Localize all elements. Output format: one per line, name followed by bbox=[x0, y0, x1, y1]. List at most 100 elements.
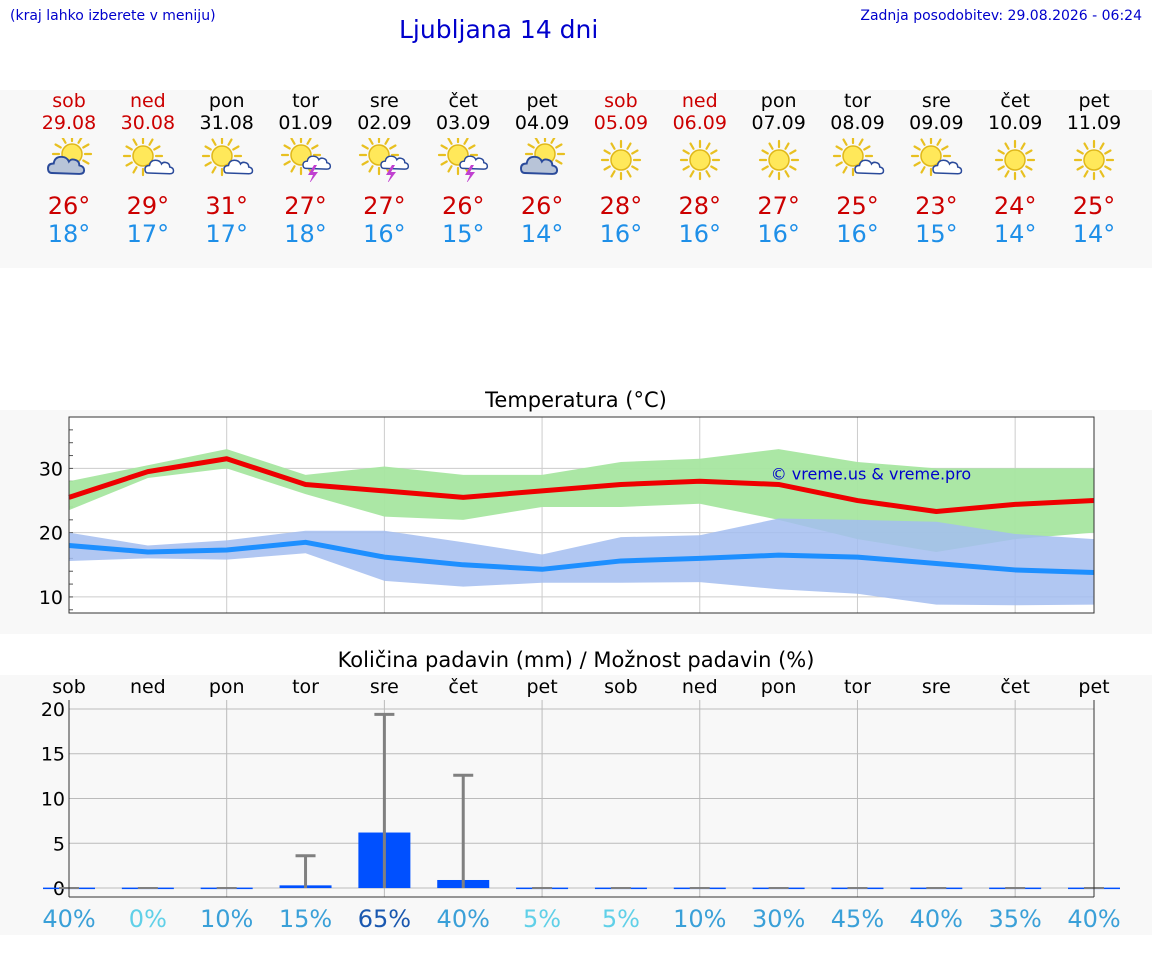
precip-probability-label: 30% bbox=[752, 905, 805, 933]
sun-cloud-thunder-icon bbox=[359, 138, 410, 182]
temp-min: 14° bbox=[1072, 220, 1116, 248]
day-column: tor 01.09 27° 18° bbox=[266, 90, 346, 248]
precip-day-label: pet bbox=[526, 676, 557, 698]
precip-probability-label: 0% bbox=[129, 905, 167, 933]
sun-icon bbox=[995, 139, 1036, 181]
day-date: 07.09 bbox=[751, 112, 806, 134]
precip-day-label: pon bbox=[761, 676, 797, 698]
temp-max: 26° bbox=[47, 192, 91, 220]
watermark: © vreme.us & vreme.pro bbox=[771, 464, 972, 483]
day-column: sob 05.09 28° 16° bbox=[581, 90, 661, 248]
day-date: 11.09 bbox=[1066, 112, 1122, 134]
sun-small-cloud-icon bbox=[911, 138, 963, 177]
forecast-strip-background bbox=[0, 90, 1152, 268]
day-name: sre bbox=[369, 90, 399, 112]
cloud-shape bbox=[47, 155, 86, 175]
y-tick-label: 15 bbox=[41, 744, 65, 766]
day-date: 10.09 bbox=[987, 112, 1043, 134]
day-column: čet 03.09 26° 15° bbox=[423, 90, 503, 248]
temperature-chart: 10 20 30 © vreme.us & vreme.pro bbox=[39, 416, 1095, 614]
temp-min: 17° bbox=[126, 220, 170, 248]
day-column: čet 10.09 24° 14° bbox=[975, 90, 1055, 248]
y-tick-label: 10 bbox=[39, 587, 63, 609]
day-column: pon 31.08 31° 17° bbox=[187, 90, 267, 248]
temp-min: 16° bbox=[363, 220, 406, 248]
day-column: pet 11.09 25° 14° bbox=[1054, 90, 1134, 248]
temp-min: 16° bbox=[757, 220, 800, 248]
day-date: 31.08 bbox=[199, 112, 254, 134]
sun-cloud-thunder-icon bbox=[438, 138, 489, 182]
cloud-shape bbox=[222, 159, 253, 175]
sun-shape bbox=[679, 139, 720, 181]
temp-max: 26° bbox=[520, 192, 564, 220]
precip-day-label: tor bbox=[292, 676, 319, 698]
precipitation-chart-title: Količina padavin (mm) / Možnost padavin … bbox=[337, 648, 815, 672]
precip-day-label: sob bbox=[52, 676, 86, 698]
day-name: sob bbox=[604, 90, 638, 112]
precip-probability-label: 45% bbox=[831, 905, 884, 933]
day-name: ned bbox=[129, 90, 166, 112]
temp-min: 15° bbox=[915, 220, 958, 248]
sun-small-cloud-icon bbox=[832, 138, 884, 177]
sun-icon bbox=[679, 139, 720, 181]
temp-plot-frame bbox=[68, 416, 1095, 614]
temp-max: 31° bbox=[205, 192, 248, 220]
sun-cloud-icon bbox=[520, 138, 566, 175]
precip-probability-label: 5% bbox=[523, 905, 561, 933]
day-name: pet bbox=[526, 90, 558, 112]
day-column: pon 07.09 27° 16° bbox=[739, 90, 819, 248]
day-column: sre 02.09 27° 16° bbox=[344, 90, 424, 248]
cloud-shape bbox=[380, 155, 410, 170]
temp-min: 15° bbox=[441, 220, 485, 248]
precip-probability-label: 10% bbox=[673, 905, 726, 933]
precip-probability-label: 40% bbox=[437, 905, 490, 933]
daily-forecast-strip: sob 29.08 26° 18° ned 30.08 29° 17° pon 31.08 31° 1… bbox=[0, 90, 1152, 268]
temp-max: 28° bbox=[599, 192, 643, 220]
lightning-bolt bbox=[465, 165, 476, 182]
sun-icon bbox=[758, 139, 799, 181]
day-column: sre 09.09 23° 15° bbox=[896, 90, 976, 248]
sun-shape bbox=[995, 139, 1036, 181]
day-date: 08.09 bbox=[830, 112, 885, 134]
day-date: 30.08 bbox=[120, 112, 176, 134]
sun-icon bbox=[600, 139, 642, 181]
temp-max-line bbox=[68, 456, 1095, 514]
day-column: pet 04.09 26° 14° bbox=[502, 90, 582, 248]
last-updated: Zadnja posodobitev: 29.08.2026 - 06:24 bbox=[860, 8, 1142, 24]
day-date: 02.09 bbox=[357, 112, 412, 134]
day-name: sre bbox=[921, 90, 951, 112]
day-date: 09.09 bbox=[909, 112, 964, 134]
day-column: ned 30.08 29° 17° bbox=[108, 90, 188, 248]
location-hint: (kraj lahko izberete v meniju) bbox=[10, 8, 216, 24]
page-title: Ljubljana 14 dni bbox=[399, 15, 599, 44]
sun-cloud-icon bbox=[47, 138, 93, 175]
precip-probability-label: 40% bbox=[1067, 905, 1120, 933]
cloud-shape bbox=[144, 159, 175, 175]
temp-min: 18° bbox=[284, 220, 327, 248]
temp-max: 28° bbox=[678, 192, 722, 220]
cloud-shape bbox=[853, 159, 884, 175]
temp-max: 25° bbox=[836, 192, 879, 220]
precip-probability-label: 35% bbox=[988, 905, 1041, 933]
sun-shape bbox=[600, 139, 642, 181]
cloud-shape bbox=[520, 155, 559, 175]
temperature-chart-title: Temperatura (°C) bbox=[485, 388, 667, 412]
precip-probability-label: 15% bbox=[279, 905, 332, 933]
day-name: pet bbox=[1078, 90, 1110, 112]
temp-min: 14° bbox=[993, 220, 1037, 248]
precip-day-label: ned bbox=[130, 676, 166, 698]
temp-min-range-band bbox=[69, 518, 1094, 606]
day-name: tor bbox=[292, 90, 319, 112]
sun-shape bbox=[758, 139, 799, 181]
sun-small-cloud-icon bbox=[122, 138, 175, 177]
precip-probability-label: 65% bbox=[358, 905, 411, 933]
temp-max: 23° bbox=[915, 192, 958, 220]
cloud-shape bbox=[301, 155, 331, 170]
precipitation-chart: sob ned pon tor sre čet pet sob ned pon tor sre čet p… bbox=[41, 676, 1121, 933]
temp-max: 26° bbox=[441, 192, 485, 220]
day-date: 29.08 bbox=[41, 112, 97, 134]
precip-day-label: čet bbox=[448, 676, 478, 698]
precip-day-label: sob bbox=[604, 676, 638, 698]
precip-day-label: čet bbox=[1000, 676, 1030, 698]
day-name: sob bbox=[52, 90, 86, 112]
